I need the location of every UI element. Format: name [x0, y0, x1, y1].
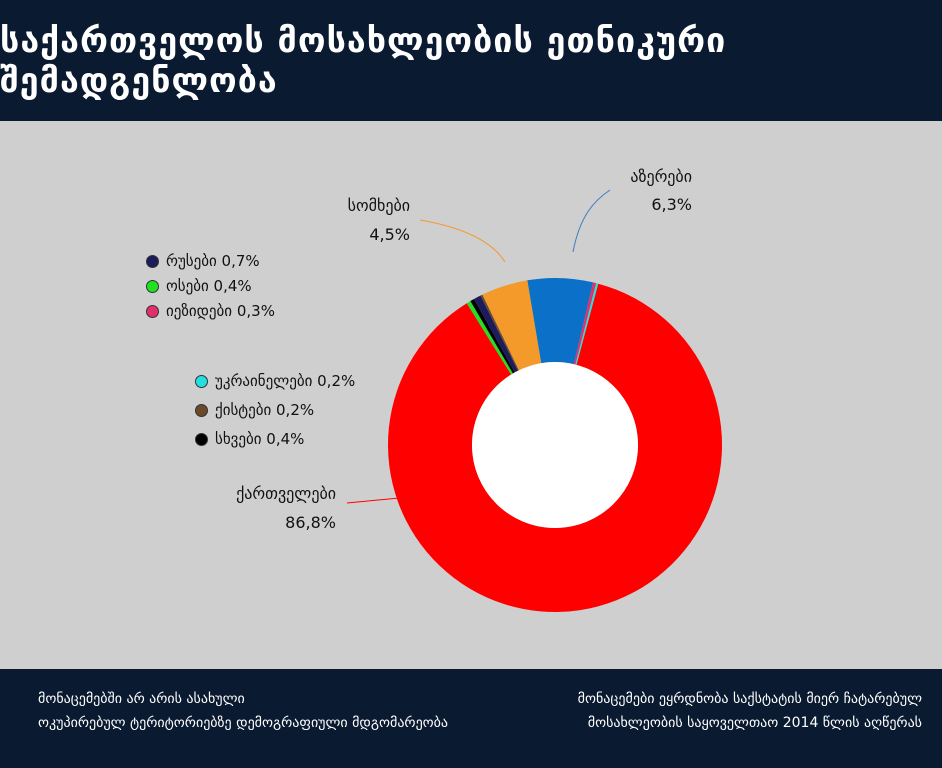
- callout-armenian-value: 4,5%: [369, 225, 410, 244]
- donut-slice-8: [575, 283, 599, 365]
- legend-swatch: [146, 254, 159, 268]
- callout-azeri-value: 6,3%: [651, 195, 692, 214]
- legend-label: რუსები 0,7%: [166, 252, 260, 270]
- legend-item-yazidis: იეზიდები 0,3%: [146, 302, 275, 320]
- footer-note-left: მონაცემებში არ არის ასახული ოკუპირებულ ტ…: [38, 687, 448, 735]
- legend-item-ossetians: ოსები 0,4%: [146, 277, 252, 295]
- legend-item-kists: ქისტები 0,2%: [195, 401, 314, 419]
- footer-left-line-1: მონაცემებში არ არის ასახული: [38, 691, 245, 707]
- legend-item-ukrainians: უკრაინელები 0,2%: [195, 372, 355, 390]
- donut-slice-3: [474, 295, 518, 373]
- legend-label: ქისტები 0,2%: [215, 401, 315, 419]
- legend-item-others: სხვები 0,4%: [195, 430, 304, 448]
- leader-line-georgian: [346, 496, 411, 504]
- legend-swatch: [195, 432, 208, 446]
- donut-slice-4: [480, 294, 519, 371]
- donut-slice-6: [527, 278, 594, 365]
- callout-georgian-value: 86,8%: [285, 513, 336, 532]
- donut-slices: [388, 278, 722, 612]
- donut-slice-0: [388, 283, 722, 612]
- donut-slice-1: [466, 301, 513, 375]
- legend-label: სხვები 0,4%: [215, 430, 305, 448]
- legend-label: უკრაინელები 0,2%: [215, 372, 356, 390]
- footer-right-line-2: მოსახლეობის საყოველთაო 2014 წლის აღწერას: [587, 715, 922, 731]
- legend-label: ოსები 0,4%: [166, 277, 252, 295]
- leader-line-armenian: [419, 219, 506, 263]
- legend-swatch: [195, 403, 208, 417]
- callout-georgian-name: ქართველები: [236, 484, 336, 503]
- footer-bar: მონაცემებში არ არის ასახული ოკუპირებულ ტ…: [0, 669, 942, 768]
- legend-label: იეზიდები 0,3%: [166, 302, 275, 320]
- donut-hole: [472, 362, 638, 528]
- donut-slice-5: [482, 280, 542, 371]
- legend-swatch: [195, 374, 208, 388]
- leader-line-azeri: [572, 189, 611, 253]
- callout-azeri-name: აზერები: [630, 167, 692, 186]
- header-bar: საქართველოს მოსახლეობის ეთნიკური შემადგე…: [0, 0, 942, 121]
- legend-item-russians: რუსები 0,7%: [146, 252, 260, 270]
- footer-left-line-2: ოკუპირებულ ტერიტორიებზე დემოგრაფიული მდგ…: [38, 715, 449, 731]
- callout-armenian-name: სომხები: [348, 196, 410, 215]
- footer-note-right: მონაცემები ეყრდნობა საქსტატის მიერ ჩატარ…: [578, 687, 922, 735]
- legend-swatch: [146, 304, 159, 318]
- donut-slice-2: [470, 298, 515, 374]
- donut-slice-7: [573, 282, 597, 365]
- footer-right-line-1: მონაცემები ეყრდნობა საქსტატის მიერ ჩატარ…: [577, 691, 922, 707]
- legend-swatch: [146, 279, 159, 293]
- page-title: საქართველოს მოსახლეობის ეთნიკური შემადგე…: [0, 20, 727, 101]
